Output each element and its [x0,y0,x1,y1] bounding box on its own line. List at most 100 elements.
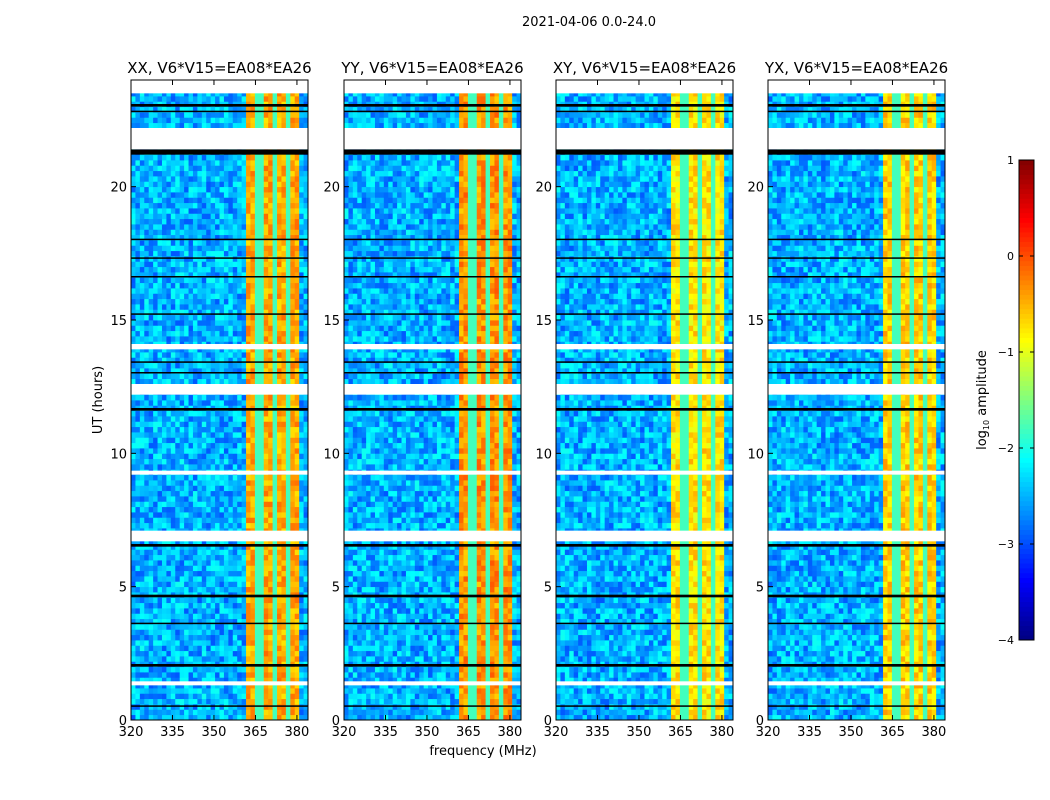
heatmap-cell [184,693,189,700]
heatmap-cell [290,698,296,705]
heatmap-cell [192,544,198,550]
heatmap-cell [237,186,243,193]
heatmap-cell [153,106,158,113]
heatmap-cell [219,576,225,582]
heatmap-cell [201,634,207,641]
heatmap-cell [148,656,154,662]
heatmap-cell [294,208,300,214]
heatmap-cell [294,229,300,236]
heatmap-cell [228,90,234,97]
heatmap-cell [285,304,291,310]
heatmap-cell [148,261,154,268]
heatmap-cell [223,320,229,326]
heatmap-cell [157,330,163,337]
heatmap-cell [263,640,269,646]
heatmap-cell [188,336,194,342]
heatmap-cell [175,666,181,673]
heatmap-cell [175,320,181,326]
heatmap-cell [170,618,176,625]
heatmap-cell [206,410,212,417]
heatmap-cell [210,714,216,721]
heatmap-cell [175,197,181,204]
heatmap-cell [135,261,141,268]
heatmap-cell [144,229,150,236]
heatmap-cell [215,261,220,268]
heatmap-cell [366,704,371,710]
heatmap-cell [246,410,251,417]
heatmap-cell [250,474,256,481]
heatmap-cell [259,416,265,422]
heatmap-cell [206,330,212,337]
heatmap-cell [259,96,265,102]
heatmap-cell [290,464,296,470]
heatmap-cell [206,570,212,577]
heatmap-cell [219,650,225,657]
heatmap-cell [250,416,256,422]
heatmap-cell [206,240,212,246]
heatmap-cell [290,197,296,204]
heatmap-cell [215,656,220,662]
heatmap-cell [294,458,300,465]
heatmap-cell [197,522,203,529]
heatmap-cell [299,362,304,369]
heatmap-cell [290,309,296,316]
heatmap-cell [192,261,198,268]
heatmap-cell [223,330,229,337]
heatmap-cell [268,464,273,470]
heatmap-cell [219,410,225,417]
heatmap-cell [237,309,243,316]
heatmap-cell [303,554,309,561]
heatmap-cell [246,261,251,268]
heatmap-cell [166,272,172,278]
heatmap-cell [254,229,260,236]
heatmap-cell [206,208,212,214]
heatmap-cell [197,293,203,300]
heatmap-cell [139,672,145,678]
heatmap-cell [170,448,176,454]
heatmap-cell [157,320,163,326]
heatmap-cell [215,410,220,417]
heatmap-cell [201,400,207,406]
heatmap-cell [263,704,269,710]
heatmap-cell [215,117,220,124]
heatmap-cell [285,496,291,502]
heatmap-cell [272,672,278,678]
heatmap-cell [210,197,216,204]
heatmap-cell [210,581,216,588]
heatmap-cell [272,378,278,385]
heatmap-cell [259,197,265,204]
heatmap-cell [481,704,486,710]
heatmap-cell [268,160,273,166]
heatmap-cell [153,330,158,337]
heatmap-cell [290,208,296,214]
heatmap-cell [228,272,234,278]
heatmap-cell [131,629,136,636]
heatmap-cell [170,256,176,262]
heatmap-cell [175,453,181,460]
heatmap-cell [201,517,207,524]
heatmap-cell [277,373,282,380]
heatmap-cell [210,400,216,406]
heatmap-cell [215,394,220,401]
heatmap-cell [423,709,429,716]
heatmap-cell [206,165,212,172]
heatmap-cell [259,544,265,550]
heatmap-cell [254,437,260,444]
heatmap-cell [188,597,194,604]
heatmap-cell [232,650,238,657]
heatmap-cell [135,432,141,438]
heatmap-cell [237,288,243,294]
heatmap-cell [170,96,176,102]
heatmap-cell [166,714,172,721]
heatmap-cell [277,314,282,321]
heatmap-cell [184,426,189,433]
heatmap-cell [254,261,260,268]
heatmap-cell [148,330,154,337]
heatmap-cell [161,426,167,433]
heatmap-cell [290,522,296,529]
heatmap-cell [299,122,304,129]
heatmap-cell [170,709,176,716]
heatmap-cell [299,549,304,556]
heatmap-cell [170,112,176,118]
heatmap-cell [219,688,225,694]
